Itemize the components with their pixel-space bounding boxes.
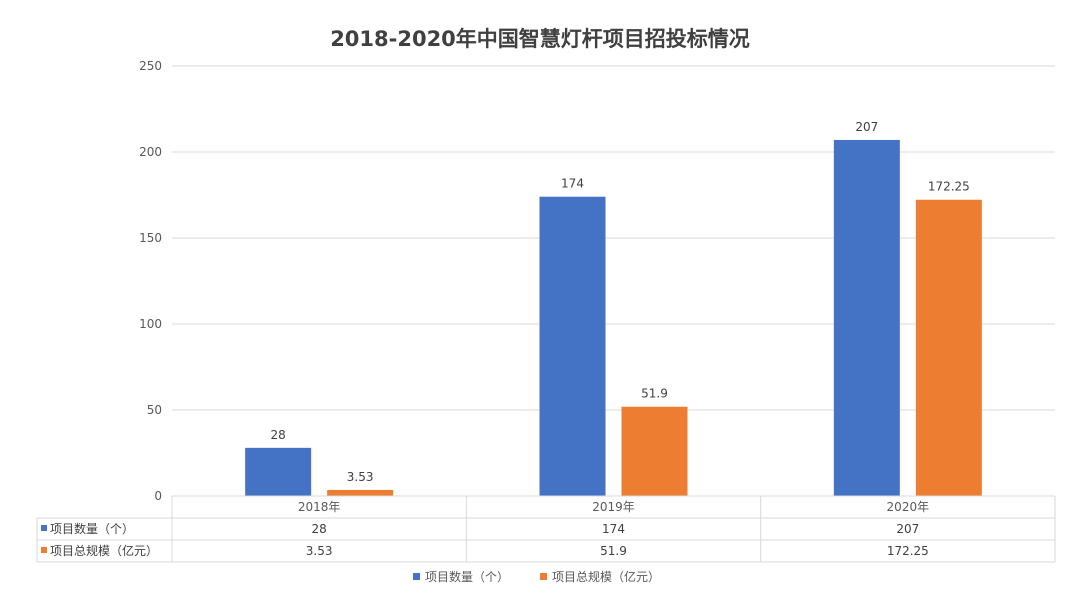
bar bbox=[915, 199, 982, 497]
data-label: 207 bbox=[855, 120, 878, 134]
legend: 项目数量（个） 项目总规模（亿元） bbox=[413, 569, 660, 584]
bar bbox=[621, 406, 688, 496]
data-label: 28 bbox=[271, 428, 286, 442]
table-cell: 3.53 bbox=[306, 544, 333, 558]
table-cell: 207 bbox=[896, 522, 919, 536]
gridlines bbox=[172, 65, 1055, 411]
legend-swatch bbox=[540, 573, 547, 580]
table-cell: 28 bbox=[312, 522, 327, 536]
bar bbox=[539, 196, 606, 496]
legend-swatch bbox=[413, 573, 420, 580]
bar bbox=[327, 489, 394, 496]
table-cell: 51.9 bbox=[600, 544, 627, 558]
y-tick-label: 250 bbox=[139, 59, 162, 73]
table-series-name: 项目数量（个） bbox=[50, 521, 134, 536]
data-label: 172.25 bbox=[928, 180, 970, 194]
y-tick-label: 100 bbox=[139, 317, 162, 331]
table-cell: 172.25 bbox=[887, 544, 929, 558]
legend-label: 项目数量（个） bbox=[425, 569, 509, 584]
y-tick-label: 50 bbox=[147, 403, 162, 417]
table-series-name: 项目总规模（亿元） bbox=[50, 543, 158, 558]
table-cell: 174 bbox=[602, 522, 625, 536]
legend-label: 项目总规模（亿元） bbox=[552, 569, 660, 584]
category-label: 2018年 bbox=[298, 500, 341, 514]
bar bbox=[833, 139, 900, 496]
data-label: 3.53 bbox=[347, 470, 374, 484]
bar bbox=[245, 447, 312, 496]
y-tick-label: 150 bbox=[139, 231, 162, 245]
bars bbox=[245, 139, 982, 497]
data-labels: 28 3.53 174 51.9 207 172.25 bbox=[271, 120, 970, 484]
chart-title: 2018-2020年中国智慧灯杆项目招投标情况 bbox=[330, 27, 750, 51]
category-label: 2020年 bbox=[887, 500, 930, 514]
data-label: 51.9 bbox=[641, 387, 668, 401]
series-key bbox=[41, 547, 47, 553]
series-key bbox=[41, 525, 47, 531]
y-axis-ticks: 0 50 100 150 200 250 bbox=[139, 59, 162, 503]
y-tick-label: 200 bbox=[139, 145, 162, 159]
category-label: 2019年 bbox=[592, 500, 635, 514]
data-label: 174 bbox=[561, 177, 584, 191]
y-tick-label: 0 bbox=[154, 489, 162, 503]
